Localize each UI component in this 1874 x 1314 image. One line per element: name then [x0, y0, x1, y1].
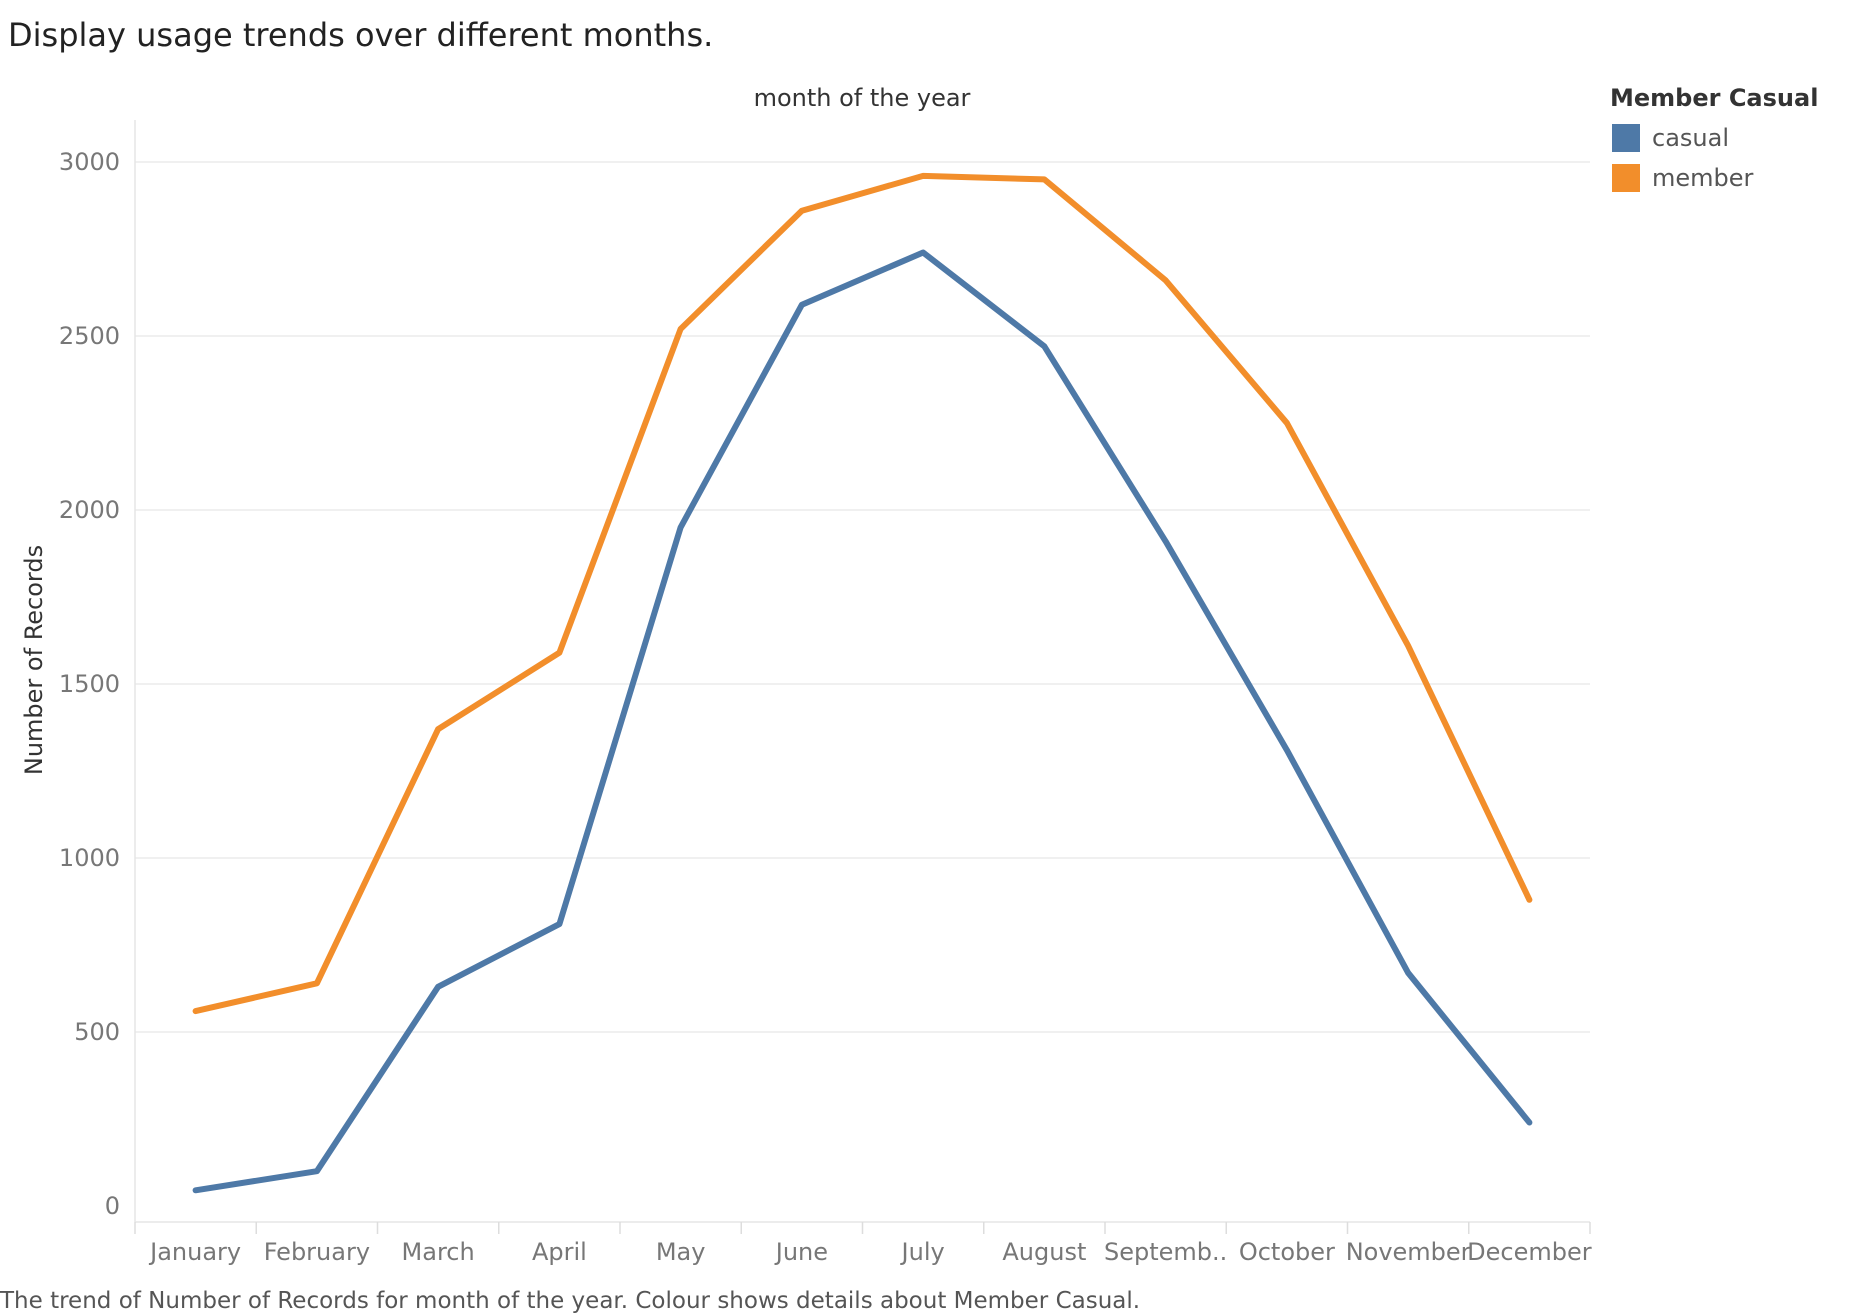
y-tick-label: 1500	[59, 670, 120, 698]
x-tick-label: Septemb..	[1104, 1238, 1227, 1266]
x-axis-title: month of the year	[754, 84, 971, 112]
x-tick-label: March	[402, 1238, 475, 1266]
legend-label-member: member	[1652, 164, 1754, 192]
legend: Member Casual casual member	[1610, 84, 1818, 198]
x-tick-label: November	[1346, 1238, 1471, 1266]
series-lines	[192, 172, 1533, 1194]
legend-item-casual[interactable]: casual	[1610, 118, 1818, 158]
y-tick-label: 2000	[59, 496, 120, 524]
x-axis-ticks: January February March April May June July Augu…	[134, 1222, 1592, 1266]
y-tick-label: 500	[74, 1018, 120, 1046]
x-tick-label: October	[1239, 1238, 1335, 1266]
legend-label-casual: casual	[1652, 124, 1729, 152]
y-axis-ticks: 0 500 1000 1500 2000 2500 3000	[59, 148, 120, 1220]
y-tick-label: 1000	[59, 844, 120, 872]
x-tick-label: April	[532, 1238, 587, 1266]
axes	[134, 120, 1590, 1223]
x-tick-label: December	[1467, 1238, 1592, 1266]
series-line-casual[interactable]	[192, 249, 1533, 1194]
legend-swatch-casual	[1612, 124, 1640, 152]
x-tick-label: June	[774, 1238, 828, 1266]
y-axis-title: Number of Records	[20, 545, 48, 775]
page-title: Display usage trends over different mont…	[8, 16, 714, 54]
x-tick-label: August	[1002, 1238, 1086, 1266]
legend-title: Member Casual	[1610, 84, 1819, 112]
x-tick-label: July	[900, 1238, 945, 1266]
series-line-member[interactable]	[192, 172, 1533, 1015]
x-tick-label: January	[148, 1238, 241, 1266]
y-tick-label: 3000	[59, 148, 120, 176]
legend-item-member[interactable]: member	[1610, 158, 1818, 198]
chart-caption: The trend of Number of Records for month…	[0, 1288, 1141, 1314]
y-tick-label: 2500	[59, 322, 120, 350]
y-tick-label: 0	[105, 1192, 120, 1220]
x-tick-label: May	[656, 1238, 706, 1266]
x-tick-label: February	[264, 1238, 370, 1266]
legend-swatch-member	[1612, 164, 1640, 192]
